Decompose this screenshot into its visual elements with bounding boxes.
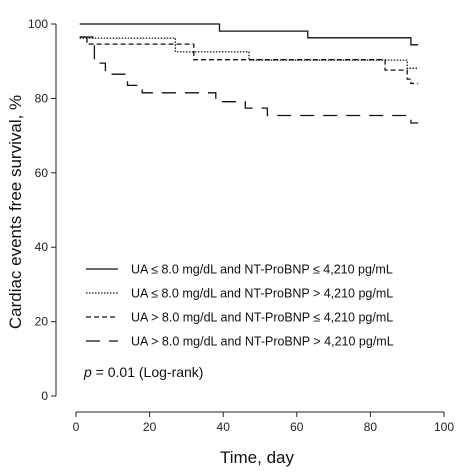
axes: [55, 24, 444, 413]
y-tick-label: 100: [28, 17, 48, 31]
log-rank-text: = 0.01 (Log-rank): [92, 364, 204, 380]
x-tick-label: 60: [290, 420, 304, 434]
p-symbol: p: [83, 364, 92, 380]
series-line-3: [79, 36, 419, 85]
y-axis-title: Cardiac events free survival, %: [6, 95, 25, 329]
y-tick-label: 60: [35, 166, 49, 180]
legend: UA ≤ 8.0 mg/dL and NT-ProBNP ≤ 4,210 pg/…: [86, 263, 394, 349]
series-line-1: [79, 23, 419, 46]
legend-label-2: UA ≤ 8.0 mg/dL and NT-ProBNP > 4,210 pg/…: [131, 287, 393, 301]
y-tick-label: 40: [35, 240, 49, 254]
legend-label-3: UA > 8.0 mg/dL and NT-ProBNP ≤ 4,210 pg/…: [131, 311, 393, 325]
ticks: 0 20 40 60 80 100 0 20 40 60 80 100: [28, 17, 454, 434]
y-tick-label: 20: [35, 315, 49, 329]
x-tick-label: 80: [364, 420, 378, 434]
y-tick-label: 0: [41, 389, 48, 403]
series-line-4: [79, 36, 419, 124]
x-tick-label: 100: [434, 420, 454, 434]
x-tick-label: 20: [143, 420, 157, 434]
x-axis-title: Time, day: [220, 448, 295, 467]
legend-label-4: UA > 8.0 mg/dL and NT-ProBNP > 4,210 pg/…: [131, 335, 394, 349]
y-tick-label: 80: [35, 91, 49, 105]
series-line-2: [79, 37, 419, 69]
series-lines: [79, 23, 419, 124]
legend-label-1: UA ≤ 8.0 mg/dL and NT-ProBNP ≤ 4,210 pg/…: [131, 263, 393, 277]
x-tick-label: 40: [217, 420, 231, 434]
log-rank-note: p = 0.01 (Log-rank): [83, 364, 203, 380]
x-tick-label: 0: [73, 420, 80, 434]
